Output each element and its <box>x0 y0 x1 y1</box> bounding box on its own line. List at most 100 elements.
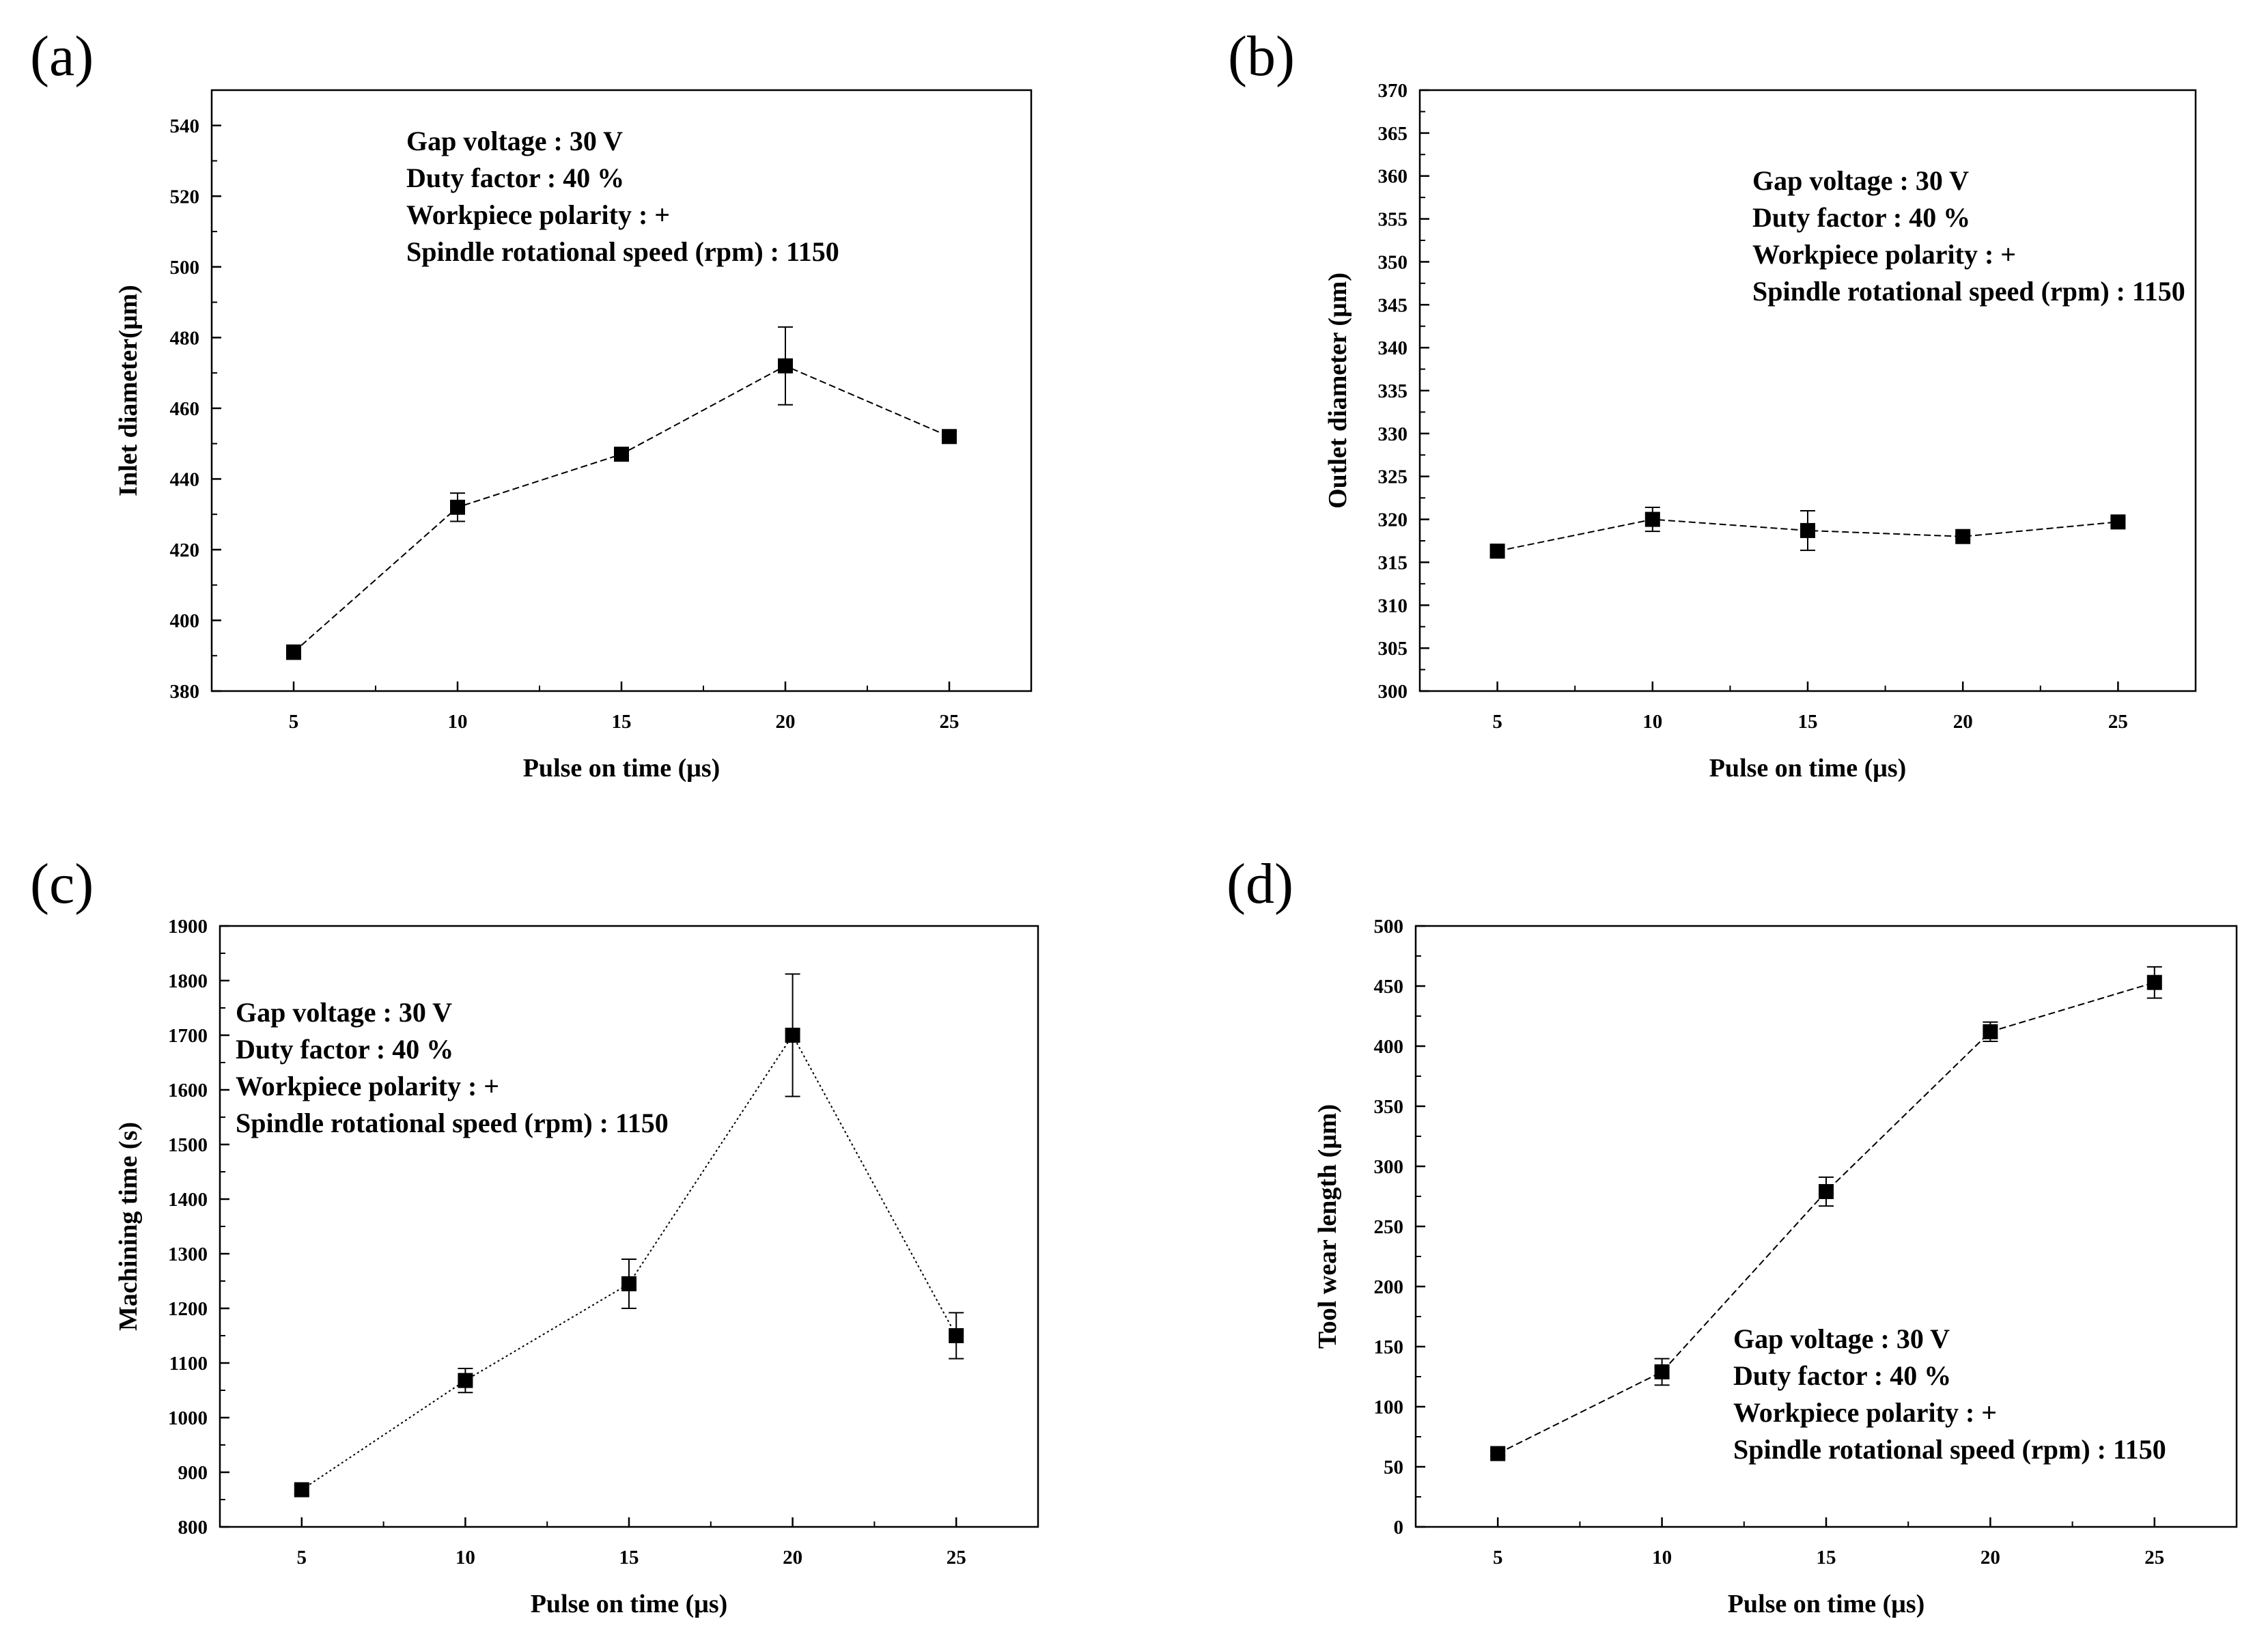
data-point <box>1654 1364 1670 1379</box>
y-tick-label: 360 <box>1378 166 1408 188</box>
panel-label: (c) <box>30 852 94 916</box>
y-tick-label: 900 <box>178 1462 208 1484</box>
annotation-line: Duty factor : 40 % <box>236 1034 453 1065</box>
annotation-line: Workpiece polarity : + <box>236 1071 499 1101</box>
x-tick-label: 10 <box>448 711 468 733</box>
y-tick-label: 305 <box>1378 638 1408 660</box>
data-point <box>1955 529 1971 544</box>
series-line <box>293 365 950 653</box>
data-point <box>778 358 793 374</box>
annotation-line: Spindle rotational speed (rpm) : 1150 <box>236 1108 669 1138</box>
data-point <box>294 1482 309 1498</box>
chart-svg-0: (a) 380 400 420 440 460 480 500 520 540 5 10 15 20 25 P… <box>30 25 1033 783</box>
y-tick-label: 1300 <box>168 1243 208 1265</box>
chart-panel-d: (d) 0 50 100 150 200 250 300 350 400 450 500 5 10 15 20… <box>1134 815 2268 1630</box>
x-tick-label: 15 <box>1817 1547 1836 1569</box>
x-tick-label: 5 <box>1492 711 1502 733</box>
annotation-line: Workpiece polarity : + <box>406 199 670 230</box>
data-point <box>785 1028 800 1043</box>
y-tick-label: 100 <box>1374 1396 1404 1418</box>
y-axis-label: Outlet diameter (μm) <box>1324 272 1352 509</box>
y-axis-label: Tool wear length (μm) <box>1313 1104 1342 1349</box>
y-tick-label: 300 <box>1378 681 1408 703</box>
data-point <box>1490 1446 1506 1461</box>
series-line <box>301 1034 957 1491</box>
y-tick-label: 350 <box>1374 1096 1404 1118</box>
x-tick-label: 15 <box>612 711 632 733</box>
x-tick-label: 5 <box>297 1547 307 1569</box>
data-point <box>1819 1183 1834 1199</box>
x-tick-label: 10 <box>1652 1547 1672 1569</box>
x-tick-label: 20 <box>1953 711 1973 733</box>
y-tick-label: 320 <box>1378 509 1408 531</box>
y-tick-label: 520 <box>170 186 200 208</box>
chart-svg-2: (c) 800 900 1000 1100 1200 1300 1400 1500 1600 170… <box>30 852 1039 1618</box>
panel-label: (b) <box>1228 25 1295 88</box>
y-tick-label: 355 <box>1378 209 1408 231</box>
annotation-line: Workpiece polarity : + <box>1752 239 2016 270</box>
data-point <box>949 1328 964 1343</box>
x-axis-label: Pulse on time (μs) <box>1728 1590 1925 1618</box>
y-tick-label: 540 <box>170 115 200 137</box>
annotation-line: Workpiece polarity : + <box>1733 1397 1997 1428</box>
annotation-line: Duty factor : 40 % <box>406 163 624 193</box>
x-axis-label: Pulse on time (μs) <box>1709 754 1907 783</box>
y-tick-label: 500 <box>1374 916 1404 938</box>
y-tick-label: 1400 <box>168 1189 208 1211</box>
y-tick-label: 315 <box>1378 552 1408 574</box>
y-tick-label: 1800 <box>168 970 208 992</box>
x-tick-label: 15 <box>619 1547 639 1569</box>
data-point <box>2110 514 2126 530</box>
x-axis-label: Pulse on time (μs) <box>531 1590 728 1618</box>
y-tick-label: 380 <box>170 681 200 703</box>
y-tick-label: 370 <box>1378 80 1408 102</box>
y-tick-label: 450 <box>1374 976 1404 998</box>
y-axis-label: Inlet diameter(μm) <box>114 285 143 496</box>
y-tick-label: 480 <box>170 327 200 349</box>
y-tick-label: 1100 <box>169 1353 208 1375</box>
data-point <box>1644 511 1660 527</box>
data-point <box>1489 544 1505 559</box>
y-tick-label: 330 <box>1378 423 1408 445</box>
y-tick-label: 400 <box>1374 1036 1404 1058</box>
y-tick-label: 1500 <box>168 1134 208 1156</box>
data-point <box>458 1373 473 1388</box>
y-tick-label: 340 <box>1378 337 1408 359</box>
data-point <box>286 645 301 660</box>
annotation-line: Duty factor : 40 % <box>1733 1360 1951 1391</box>
annotation-line: Spindle rotational speed (rpm) : 1150 <box>1733 1434 2166 1465</box>
chart-svg-3: (d) 0 50 100 150 200 250 300 350 400 450 500 5 10 15 20… <box>1227 852 2238 1618</box>
x-tick-label: 5 <box>289 711 299 733</box>
y-tick-label: 1900 <box>168 916 208 938</box>
x-tick-label: 25 <box>940 711 960 733</box>
annotation-line: Gap voltage : 30 V <box>236 997 452 1028</box>
y-tick-label: 0 <box>1394 1517 1404 1538</box>
x-tick-label: 25 <box>2144 1547 2164 1569</box>
y-tick-label: 310 <box>1378 595 1408 617</box>
annotation-line: Spindle rotational speed (rpm) : 1150 <box>1752 276 2185 307</box>
x-tick-label: 20 <box>1980 1547 2000 1569</box>
y-axis-label: Machining time (s) <box>114 1122 143 1331</box>
y-tick-label: 50 <box>1384 1457 1403 1478</box>
x-tick-label: 10 <box>456 1547 475 1569</box>
chart-panel-a: (a) 380 400 420 440 460 480 500 520 540 5 10 15 20 25 P… <box>0 0 1134 815</box>
y-tick-label: 400 <box>170 610 200 632</box>
panel-label: (d) <box>1227 852 1293 916</box>
data-point <box>450 499 465 515</box>
annotation-line: Gap voltage : 30 V <box>1752 165 1969 196</box>
y-tick-label: 440 <box>170 468 200 490</box>
y-tick-label: 460 <box>170 398 200 420</box>
y-tick-label: 1200 <box>168 1298 208 1320</box>
y-tick-label: 325 <box>1378 466 1408 488</box>
data-point <box>614 447 629 462</box>
y-tick-label: 300 <box>1374 1156 1404 1178</box>
data-point <box>2146 974 2162 990</box>
y-tick-label: 150 <box>1374 1336 1404 1358</box>
y-tick-label: 1000 <box>168 1407 208 1429</box>
y-tick-label: 1600 <box>168 1080 208 1101</box>
x-tick-label: 20 <box>776 711 796 733</box>
annotation-line: Gap voltage : 30 V <box>1733 1323 1950 1354</box>
panel-label: (a) <box>30 25 94 88</box>
x-tick-label: 5 <box>1493 1547 1503 1569</box>
data-point <box>942 429 957 445</box>
